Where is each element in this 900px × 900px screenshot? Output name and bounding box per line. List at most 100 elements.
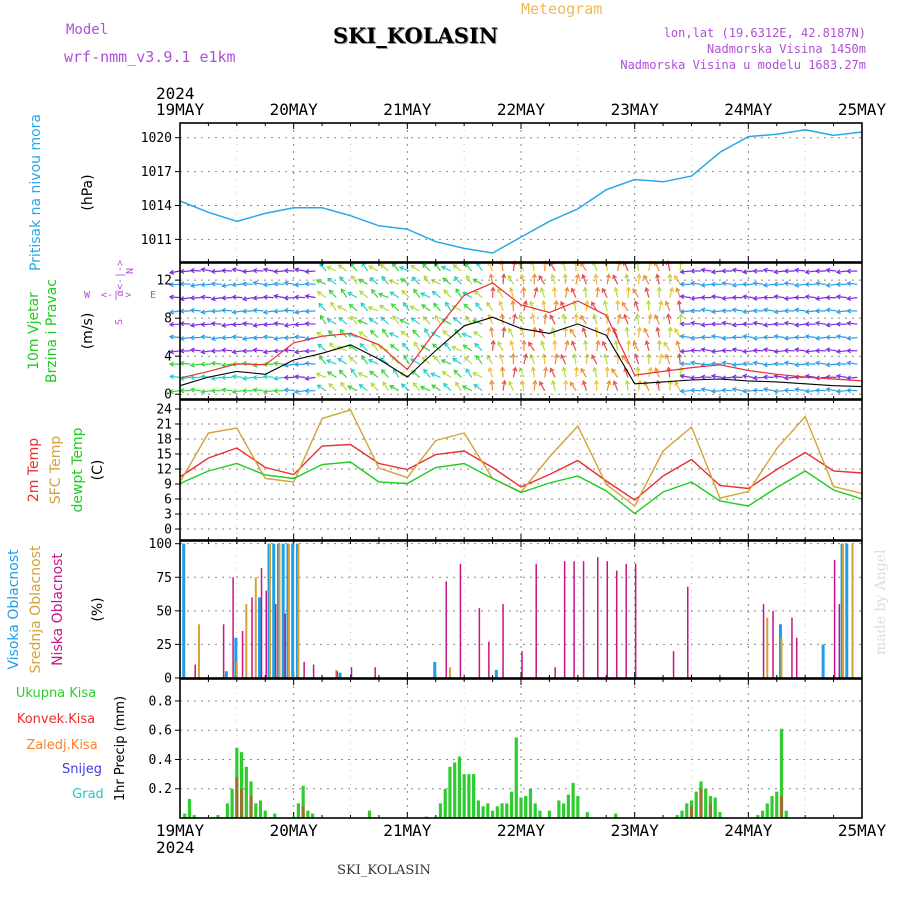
wind-arrow xyxy=(190,349,201,352)
wind-arrowhead xyxy=(489,379,495,385)
wind-arrow xyxy=(622,355,629,365)
wind-arrowhead xyxy=(846,360,852,366)
wind-arrowhead xyxy=(252,268,258,274)
wind-arrowhead xyxy=(210,388,216,394)
wind-arrow xyxy=(680,335,691,339)
wind-arrowhead xyxy=(293,294,299,300)
wind-arrowhead xyxy=(658,299,664,306)
precip-total-bar xyxy=(306,810,310,818)
time-label-top: 22MAY xyxy=(497,100,546,119)
wind-arrow xyxy=(669,327,671,338)
wind-arrow xyxy=(580,315,587,325)
wind-arrow xyxy=(381,369,389,378)
wind-arrowhead xyxy=(532,326,538,332)
wind-arrow xyxy=(732,323,743,326)
wind-arrowhead xyxy=(794,295,799,301)
precip-total-bar xyxy=(239,752,244,818)
wind-arrowhead xyxy=(741,281,747,287)
wind-arrowhead xyxy=(231,389,237,395)
wind-arrowhead xyxy=(378,345,384,351)
wind-arrow xyxy=(634,301,640,312)
wind-arrowhead xyxy=(605,273,611,279)
wind-arrow xyxy=(529,301,535,312)
wind-arrow xyxy=(371,289,379,298)
wind-arrowhead xyxy=(606,326,612,332)
wind-arrow xyxy=(263,350,274,353)
wind-arrowhead xyxy=(327,330,333,336)
wind-arrowhead xyxy=(752,320,758,326)
wind-arrow xyxy=(180,336,191,340)
wind-arrowhead xyxy=(380,369,386,375)
wind-arrow xyxy=(211,297,222,300)
cloud-high-bar xyxy=(494,669,498,678)
wind-arrowhead xyxy=(430,372,436,378)
wind-arrowhead xyxy=(283,268,289,274)
wind-arrowhead xyxy=(318,355,324,361)
wind-arrow xyxy=(562,314,567,325)
wind-arrow xyxy=(774,375,785,378)
cloud-high-bar xyxy=(281,543,285,678)
wind-arrow xyxy=(722,297,733,300)
wind-arrow xyxy=(340,382,348,392)
y-axis-label: Pritisak na nivou mora xyxy=(28,114,44,271)
model-name: wrf-nmm_v3.9.1 e1km xyxy=(64,48,236,66)
wind-arrow xyxy=(613,328,619,338)
wind-arrowhead xyxy=(509,339,515,346)
precip-total-bar xyxy=(500,803,504,818)
wind-arrow xyxy=(274,283,285,285)
wind-arrowhead xyxy=(351,274,356,280)
cloud-low-bar xyxy=(615,570,618,678)
wind-arrow xyxy=(680,375,691,378)
precip-total-bar xyxy=(694,791,698,818)
cloud-low-bar xyxy=(795,637,798,678)
precip-total-bar xyxy=(258,800,263,818)
wind-arrow xyxy=(169,375,181,378)
wind-arrow xyxy=(847,362,858,365)
wind-arrowhead xyxy=(846,268,852,274)
y-axis-labels: Pritisak na nivou mora (hPa) 10m Vjetar Brz… xyxy=(6,114,128,802)
wind-arrowhead xyxy=(794,267,800,273)
wind-arrowhead xyxy=(762,347,768,353)
y-tick-label: 0 xyxy=(164,523,172,538)
time-label-bottom: 24MAY xyxy=(724,821,773,840)
wind-arrowhead xyxy=(521,286,527,292)
wind-arrowhead xyxy=(432,343,437,349)
wind-arrow xyxy=(617,314,621,325)
wind-arrow xyxy=(753,282,764,285)
precip-total-bar xyxy=(183,813,187,818)
wind-arrow xyxy=(678,300,681,311)
wind-arrow xyxy=(774,295,785,299)
wind-arrow xyxy=(444,342,452,352)
footer-station: SKI_KOLASIN xyxy=(337,863,431,878)
wind-arrow xyxy=(826,269,837,272)
precip-convective-bar xyxy=(689,806,694,818)
wind-arrow xyxy=(499,301,504,312)
wind-arrow xyxy=(711,310,722,313)
wind-arrowhead xyxy=(689,347,695,354)
wind-arrow xyxy=(488,367,494,378)
wind-arrow xyxy=(836,295,847,299)
wind-arrow xyxy=(743,335,754,339)
wind-arrow xyxy=(295,296,306,299)
wind-arrow xyxy=(491,340,495,351)
wind-arrowhead xyxy=(731,362,737,368)
wind-arrow xyxy=(508,328,514,338)
wind-arrow xyxy=(211,322,222,325)
wind-arrowhead xyxy=(731,374,737,380)
wind-arrow xyxy=(676,287,681,298)
wind-arrowhead xyxy=(551,286,558,292)
wind-arrowhead xyxy=(731,334,737,340)
wind-arrow xyxy=(423,369,431,378)
wind-arrowhead xyxy=(573,313,579,319)
wind-arrowhead xyxy=(741,294,748,300)
wind-arrow xyxy=(465,315,473,325)
wind-arrow xyxy=(502,380,506,391)
wind-arrowhead xyxy=(606,379,612,385)
wind-arrowhead xyxy=(220,347,226,353)
wind-arrow xyxy=(475,302,483,312)
wind-arrow xyxy=(242,283,253,285)
wind-arrowhead xyxy=(472,371,478,377)
wind-arrowhead xyxy=(601,287,607,293)
wind-arrow xyxy=(359,384,368,392)
wind-arrowhead xyxy=(304,308,310,314)
